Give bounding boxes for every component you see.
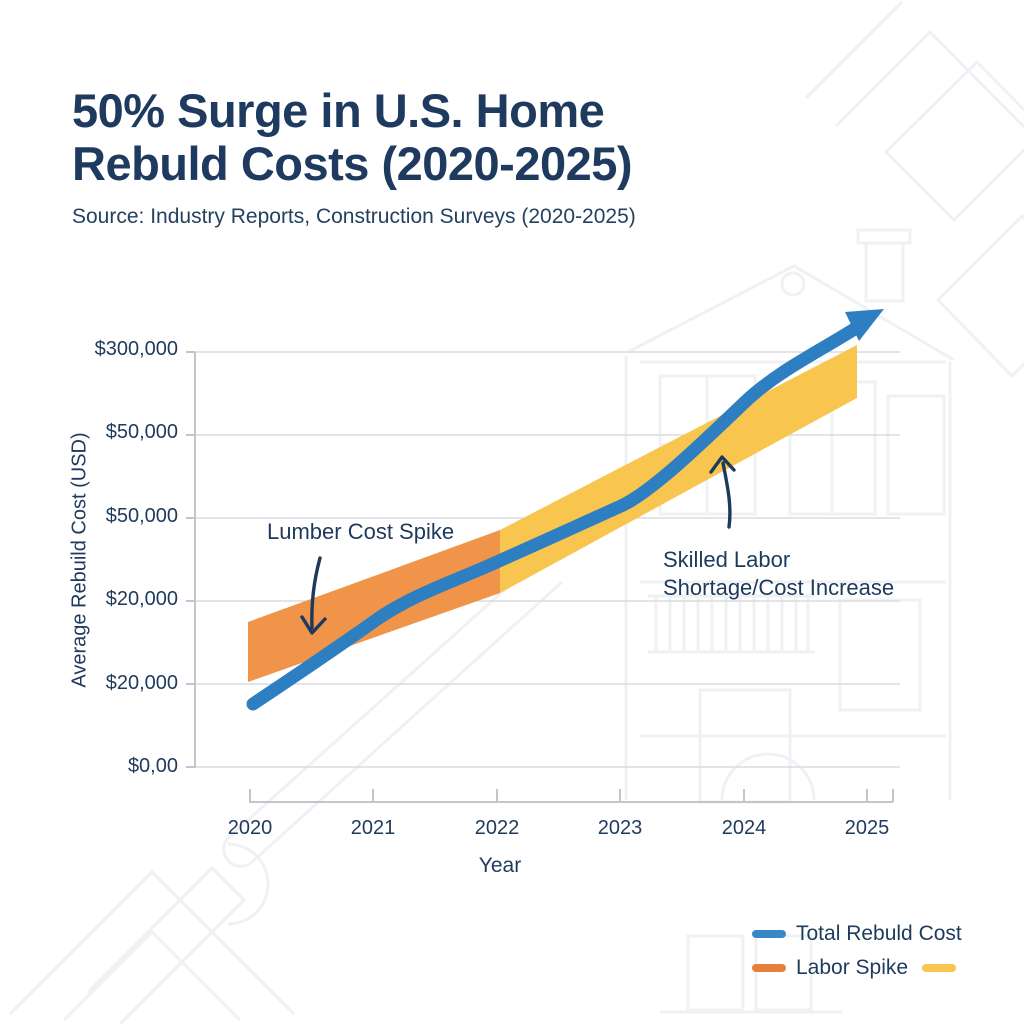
x-tick-label: 2025: [844, 817, 890, 839]
blueprint-arch: [720, 752, 816, 801]
y-tick-label: $50,000: [105, 505, 178, 527]
blueprint-chimney: [864, 241, 905, 303]
blueprint-pencil-tip: [222, 837, 253, 868]
y-tick-label: $50,000: [105, 421, 178, 443]
annotation-skilled-labor-line2: Shortage/Cost Increase: [663, 575, 895, 600]
y-tick-label: $0,00: [127, 755, 178, 777]
blueprint-balcony-rails: [648, 594, 815, 654]
annotation-skilled-labor-line1: Skilled Labor: [663, 547, 791, 572]
blueprint-pencil: [226, 556, 564, 864]
blueprint-diagonal: [834, 29, 1024, 130]
blueprint-walls: [624, 356, 952, 800]
lumber-cost-band: [248, 530, 500, 682]
blueprint-window: [886, 394, 946, 516]
legend-line-label: Total Rebuld Cost: [796, 922, 962, 945]
legend-yellow-swatch: [922, 964, 956, 972]
legend-orange-swatch: [752, 964, 786, 972]
title-line-1: 50% Surge in U.S. Home: [72, 84, 605, 137]
y-axis: [186, 351, 196, 768]
blueprint-chevron: [62, 929, 242, 1022]
page-title: 50% Surge in U.S. Home Rebuld Costs (202…: [72, 84, 633, 190]
legend-band-label: Labor Spike: [796, 956, 909, 979]
blueprint-window: [686, 934, 745, 1012]
legend-line-swatch: [752, 930, 786, 938]
blueprint-diamond: [883, 59, 1024, 223]
x-tick-label: 2022: [474, 817, 520, 839]
annotation-lumber-cost-spike: Lumber Cost Spike: [267, 519, 455, 544]
x-tick-label: 2023: [597, 817, 643, 839]
blueprint-window: [838, 598, 922, 712]
y-axis-title: Average Rebuild Cost (USD): [68, 432, 91, 688]
y-tick-label: $20,000: [105, 588, 178, 610]
x-axis-ruler: [249, 789, 894, 803]
rebuild-cost-line-arrowhead: [845, 309, 884, 341]
blueprint-ruler: [86, 865, 247, 1024]
blueprint-balusters: [654, 596, 810, 652]
source-note: Source: Industry Reports, Construction S…: [72, 205, 636, 228]
blueprint-arc: [227, 842, 270, 926]
blueprint-chevron: [8, 869, 296, 1016]
labor-annotation-arrow: [709, 455, 736, 529]
y-tick-label: $300,000: [94, 338, 178, 360]
x-axis-title: Year: [478, 854, 522, 877]
x-tick-label: 2020: [227, 817, 273, 839]
title-line-2: Rebuld Costs (2020-2025): [72, 137, 633, 190]
x-tick-label: 2024: [721, 817, 767, 839]
blueprint-diamond: [935, 213, 1024, 379]
blueprint-diagonal: [804, 0, 904, 100]
blueprint-roof-window: [780, 271, 806, 297]
rebuild-cost-line: [246, 321, 863, 711]
x-tick-label: 2021: [350, 817, 396, 839]
y-tick-label: $20,000: [105, 672, 178, 694]
annotation-skilled-labor: Skilled Labor Shortage/Cost Increase: [663, 546, 894, 602]
blueprint-roof: [627, 264, 955, 362]
lumber-annotation-arrow: [300, 556, 327, 635]
